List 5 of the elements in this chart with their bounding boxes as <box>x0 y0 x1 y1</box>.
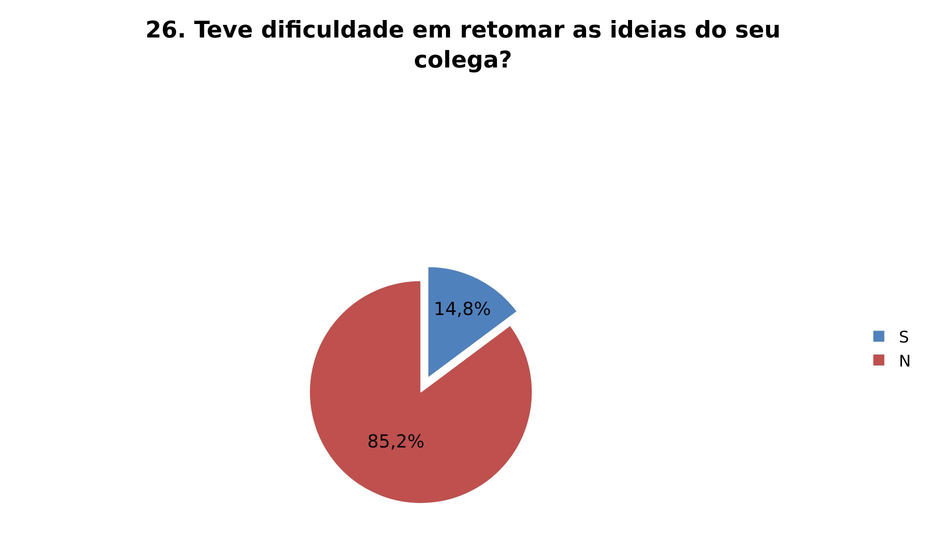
legend-label: N <box>898 351 911 370</box>
data-label: 14,8% <box>434 298 491 320</box>
data-label: 85,2% <box>367 431 424 452</box>
legend-label: S <box>898 327 909 346</box>
chart-title: 26. Teve dificuldade em retomar as ideias do seu colega? <box>145 18 781 74</box>
